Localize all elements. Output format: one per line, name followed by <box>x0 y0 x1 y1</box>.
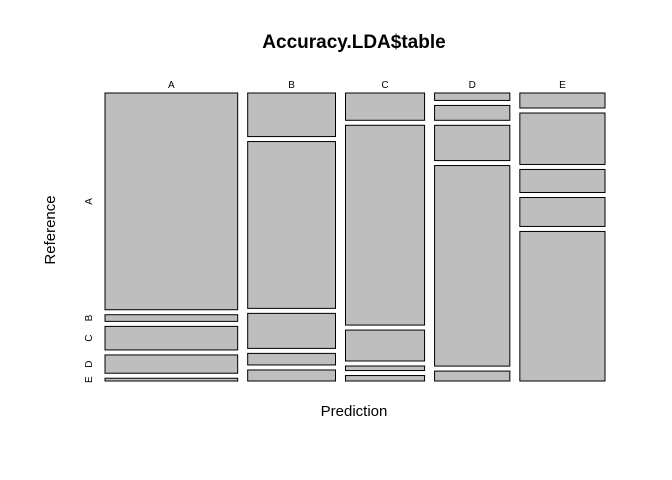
y-tick-b: B <box>84 314 95 321</box>
tile-e-e <box>519 230 606 382</box>
tile-e-b <box>519 112 606 165</box>
tile-b-a <box>247 92 336 138</box>
tile-d-a <box>434 92 511 101</box>
tile-d-b <box>434 104 511 121</box>
tile-c-a <box>345 92 426 121</box>
x-tick-a: A <box>168 80 175 91</box>
tile-e-c <box>519 168 606 194</box>
chart-title: Accuracy.LDA$table <box>262 32 445 53</box>
x-tick-e: E <box>559 80 566 91</box>
tile-c-b <box>345 124 426 326</box>
y-tick-a: A <box>84 198 95 205</box>
x-axis-label: Prediction <box>321 403 388 420</box>
tile-c-d <box>345 365 426 372</box>
tile-c-c <box>345 329 426 362</box>
x-tick-b: B <box>288 80 295 91</box>
tile-a-b <box>104 314 239 322</box>
x-tick-d: D <box>469 80 476 91</box>
tile-b-c <box>247 312 336 349</box>
tile-d-e <box>434 370 511 382</box>
tile-e-a <box>519 92 606 109</box>
y-tick-labels: A B C D E <box>84 198 95 383</box>
tile-b-e <box>247 369 336 382</box>
tile-a-e <box>104 377 239 382</box>
y-axis-label: Reference <box>42 195 59 264</box>
y-tick-e: E <box>84 376 95 383</box>
tile-a-c <box>104 325 239 351</box>
mosaic-tiles <box>104 92 606 382</box>
y-tick-c: C <box>84 335 95 342</box>
tile-d-d <box>434 165 511 367</box>
tile-b-b <box>247 141 336 309</box>
x-tick-c: C <box>381 80 388 91</box>
y-tick-d: D <box>84 360 95 367</box>
tile-c-e <box>345 375 426 382</box>
x-tick-labels: A B C D E <box>168 80 566 91</box>
tile-b-d <box>247 352 336 366</box>
tile-d-c <box>434 124 511 162</box>
tile-e-d <box>519 197 606 227</box>
tile-a-d <box>104 354 239 374</box>
tile-a-a <box>104 92 239 311</box>
